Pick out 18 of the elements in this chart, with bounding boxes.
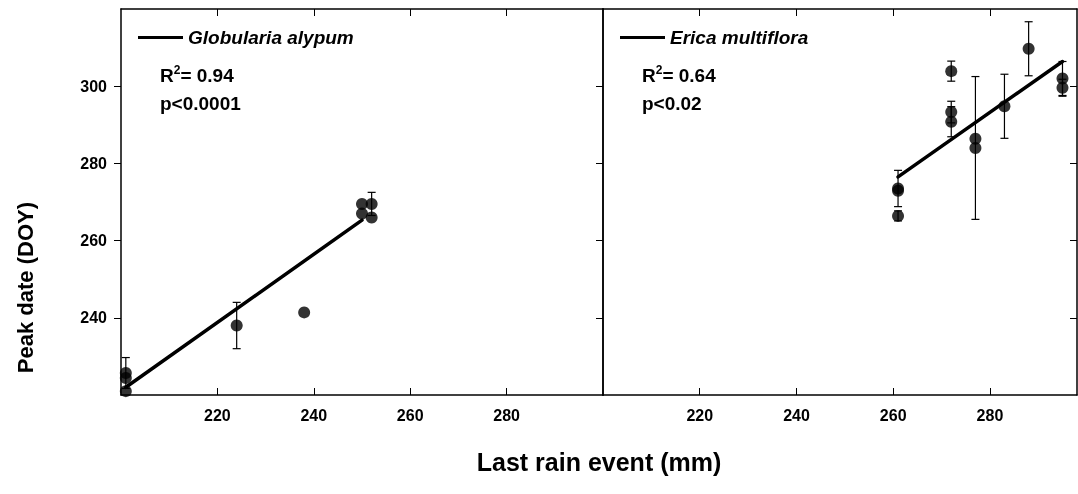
x-tick-label: 280 [976,406,1004,424]
x-tick-label: 240 [783,406,810,424]
x-tick-label: 260 [396,406,424,424]
y-tick-label: 240 [80,309,108,327]
x-tick-label: 240 [300,406,328,424]
x-tick-label: 260 [879,406,907,424]
y-tick-label: 300 [80,77,108,95]
x-tick-label: 220 [204,406,231,424]
y-axis-title: Peak date (DOY) [12,201,38,374]
legend-label: Erica multiflora [670,27,809,48]
x-axis-title: Last rain event (mm) [476,448,722,476]
x-tick-label: 220 [686,406,714,424]
annotation: p<0.02 [642,93,702,114]
annotation: p<0.0001 [160,93,242,114]
x-tick-label: 280 [493,406,521,424]
legend-label: Globularia alypum [188,27,354,48]
y-tick-label: 280 [80,154,108,172]
y-tick-label: 260 [80,232,108,250]
